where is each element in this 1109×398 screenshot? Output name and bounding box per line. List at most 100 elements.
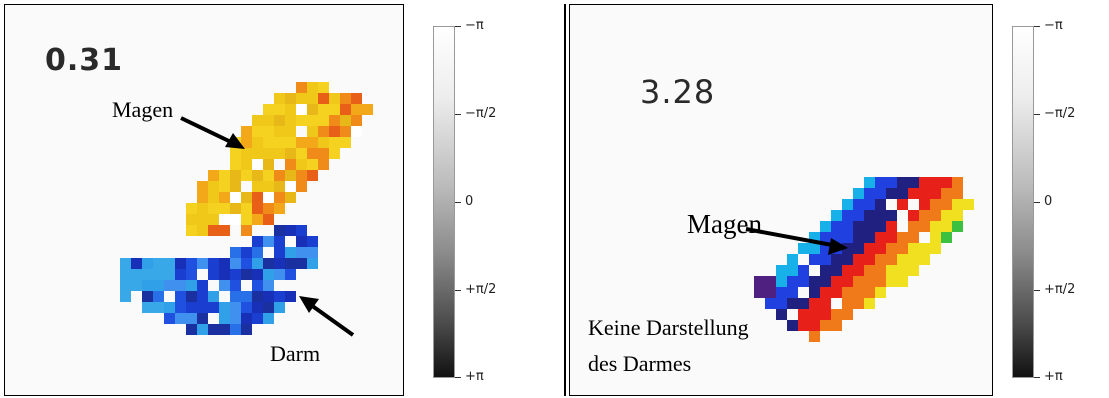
stomach-pixel	[941, 210, 952, 221]
stomach-pixel	[897, 265, 908, 276]
intestine-pixel	[208, 291, 219, 302]
stomach-pixel	[318, 159, 329, 170]
intestine-pixel	[241, 291, 252, 302]
intestine-pixel	[296, 225, 307, 236]
stomach-pixel	[208, 181, 219, 192]
left-colorbar-gradient	[433, 26, 455, 378]
intestine-pixel	[120, 280, 131, 291]
stomach-pixel	[787, 265, 798, 276]
intestine-pixel	[197, 313, 208, 324]
intestine-pixel	[153, 291, 164, 302]
intestine-pixel	[285, 269, 296, 280]
stomach-pixel	[919, 221, 930, 232]
stomach-pixel	[842, 221, 853, 232]
stomach-pixel	[252, 115, 263, 126]
stomach-pixel	[930, 221, 941, 232]
stomach-pixel	[307, 115, 318, 126]
intestine-pixel	[274, 269, 285, 280]
stomach-pixel	[831, 320, 842, 331]
stomach-pixel	[351, 104, 362, 115]
left-colorbar-tick-label: −π	[465, 18, 484, 33]
stomach-pixel	[340, 126, 351, 137]
stomach-pixel	[285, 192, 296, 203]
stomach-pixel	[886, 276, 897, 287]
stomach-pixel	[329, 93, 340, 104]
stomach-pixel	[919, 177, 930, 188]
stomach-pixel	[318, 82, 329, 93]
intestine-pixel	[142, 280, 153, 291]
stomach-pixel	[809, 309, 820, 320]
stomach-pixel	[787, 276, 798, 287]
stomach-pixel	[241, 159, 252, 170]
stomach-pixel	[219, 203, 230, 214]
stomach-pixel	[820, 276, 831, 287]
stomach-pixel	[219, 181, 230, 192]
stomach-pixel	[263, 104, 274, 115]
stomach-pixel	[230, 170, 241, 181]
intestine-pixel	[252, 247, 263, 258]
intestine-pixel	[120, 269, 131, 280]
stomach-pixel	[765, 276, 776, 287]
stomach-pixel	[252, 214, 263, 225]
stomach-pixel	[307, 82, 318, 93]
stomach-pixel	[875, 265, 886, 276]
stomach-pixel	[853, 210, 864, 221]
stomach-pixel	[930, 188, 941, 199]
stomach-pixel	[263, 170, 274, 181]
stomach-pixel	[842, 210, 853, 221]
left-time-value: 0.31	[45, 43, 124, 78]
stomach-pixel	[831, 309, 842, 320]
intestine-pixel	[175, 302, 186, 313]
stomach-pixel	[875, 276, 886, 287]
stomach-pixel	[875, 287, 886, 298]
intestine-pixel	[285, 225, 296, 236]
stomach-pixel	[886, 232, 897, 243]
stomach-pixel	[285, 126, 296, 137]
intestine-pixel	[252, 258, 263, 269]
stomach-pixel	[274, 170, 285, 181]
intestine-pixel	[241, 247, 252, 258]
stomach-pixel	[952, 188, 963, 199]
stomach-pixel	[952, 210, 963, 221]
intestine-pixel	[263, 258, 274, 269]
intestine-pixel	[186, 258, 197, 269]
stomach-pixel	[864, 265, 875, 276]
stomach-pixel	[318, 148, 329, 159]
stomach-pixel	[252, 181, 263, 192]
stomach-pixel	[908, 232, 919, 243]
intestine-pixel	[241, 313, 252, 324]
stomach-pixel	[831, 265, 842, 276]
stomach-pixel	[864, 276, 875, 287]
stomach-pixel	[329, 137, 340, 148]
stomach-pixel	[875, 210, 886, 221]
stomach-pixel	[263, 214, 274, 225]
intestine-pixel	[142, 302, 153, 313]
intestine-pixel	[285, 258, 296, 269]
intestine-pixel	[252, 236, 263, 247]
stomach-pixel	[318, 104, 329, 115]
stomach-pixel	[809, 276, 820, 287]
stomach-pixel	[875, 221, 886, 232]
stomach-pixel	[864, 287, 875, 298]
intestine-pixel	[219, 324, 230, 335]
stomach-pixel	[296, 159, 307, 170]
stomach-pixel	[853, 199, 864, 210]
stomach-pixel	[285, 115, 296, 126]
stomach-pixel	[908, 188, 919, 199]
stomach-pixel	[274, 203, 285, 214]
stomach-pixel	[329, 126, 340, 137]
stomach-pixel	[208, 203, 219, 214]
stomach-pixel	[875, 254, 886, 265]
stomach-pixel	[897, 177, 908, 188]
stomach-pixel	[754, 287, 765, 298]
intestine-pixel	[120, 258, 131, 269]
intestine-pixel	[197, 280, 208, 291]
stomach-pixel	[329, 104, 340, 115]
stomach-pixel	[241, 203, 252, 214]
right-colorbar-tick-label: +π	[1044, 369, 1063, 384]
stomach-pixel	[897, 199, 908, 210]
stomach-pixel	[787, 287, 798, 298]
right-panel: 3.28 Magen Keine Darstellung des Darmes	[569, 4, 993, 396]
stomach-pixel	[230, 159, 241, 170]
stomach-pixel	[875, 177, 886, 188]
